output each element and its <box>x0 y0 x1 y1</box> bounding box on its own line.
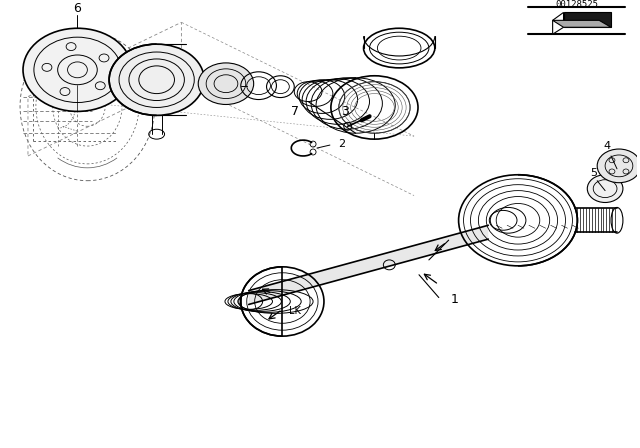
Text: 6: 6 <box>74 2 81 15</box>
Ellipse shape <box>588 175 623 202</box>
Text: 1: 1 <box>451 293 459 306</box>
Ellipse shape <box>198 63 253 104</box>
Text: 3: 3 <box>341 105 349 118</box>
Polygon shape <box>552 13 564 34</box>
Polygon shape <box>564 13 611 27</box>
Text: 4: 4 <box>604 141 611 151</box>
Text: LK: LK <box>289 306 301 316</box>
Text: 2: 2 <box>338 139 345 149</box>
Text: 5: 5 <box>589 168 596 178</box>
Text: 7: 7 <box>291 105 300 118</box>
Ellipse shape <box>597 149 640 183</box>
Polygon shape <box>249 225 488 305</box>
Ellipse shape <box>23 28 132 112</box>
Ellipse shape <box>109 44 204 116</box>
Text: 00128525: 00128525 <box>555 0 598 9</box>
Polygon shape <box>552 20 611 27</box>
